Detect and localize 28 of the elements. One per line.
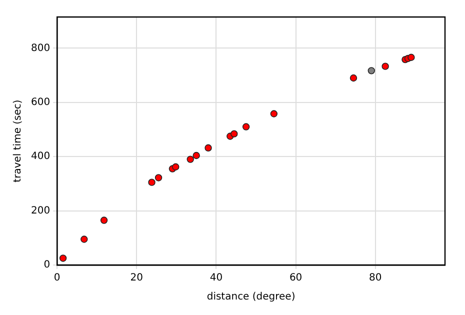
x-tick-label: 80: [369, 272, 382, 284]
point: [368, 67, 375, 74]
point: [270, 110, 278, 118]
y-axis-title: travel time (sec): [12, 100, 24, 182]
point: [154, 174, 162, 182]
y-tick-label: 400: [30, 151, 50, 162]
point: [242, 123, 250, 130]
point: [172, 163, 180, 170]
y-tick-label: 800: [30, 42, 50, 54]
y-tick-label: 0: [44, 260, 50, 271]
x-tick-label: 40: [210, 272, 223, 284]
y-tick-label: 200: [30, 205, 50, 216]
point: [80, 236, 88, 243]
point: [148, 178, 156, 186]
point: [382, 62, 389, 70]
point: [350, 74, 358, 82]
y-tick-label: 600: [30, 96, 50, 108]
point: [204, 144, 212, 152]
point: [186, 156, 194, 163]
x-tick-label: 60: [289, 272, 302, 284]
point: [59, 254, 67, 262]
point: [230, 130, 238, 138]
point: [408, 54, 415, 61]
x-tick-label: 0: [54, 272, 60, 284]
point: [100, 216, 108, 224]
x-axis-title: distance (degree): [206, 292, 296, 303]
x-tick-label: 20: [130, 272, 144, 284]
point: [192, 152, 200, 160]
